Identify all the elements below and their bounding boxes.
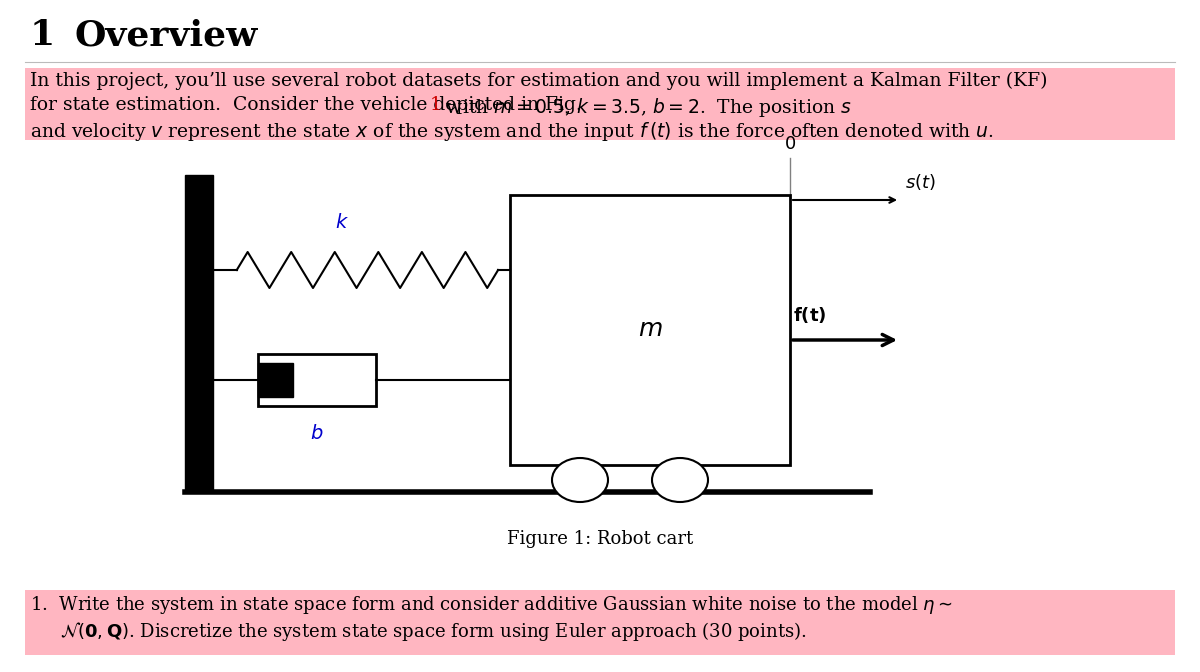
Bar [258,363,293,397]
Text: 1.  Write the system in state space form and consider additive Gaussian white no: 1. Write the system in state space form … [30,594,953,616]
Text: $m$: $m$ [637,319,662,341]
Bar [185,175,214,490]
Text: Figure 1: Robot cart: Figure 1: Robot cart [506,530,694,548]
Ellipse shape [652,458,708,502]
Text: In this project, you’ll use several robot datasets for estimation and you will i: In this project, you’ll use several robo… [30,72,1048,90]
Bar [25,68,1175,140]
Text: 1: 1 [430,96,442,114]
Text: 1: 1 [30,18,55,52]
Text: $b$: $b$ [311,424,324,443]
Text: and velocity $v$ represent the state $x$ of the system and the input $f\,(t)$ is: and velocity $v$ represent the state $x$… [30,120,994,143]
Bar [25,590,1175,655]
Text: $k$: $k$ [335,213,348,232]
Ellipse shape [552,458,608,502]
Bar [510,195,790,465]
Text: Overview: Overview [74,18,258,52]
Bar [258,354,377,406]
Text: with $m = 0.5$, $k = 3.5$, $b = 2$.  The position $s$: with $m = 0.5$, $k = 3.5$, $b = 2$. The … [440,96,852,119]
Text: $0$: $0$ [784,135,796,153]
Text: $\mathbf{f(t)}$: $\mathbf{f(t)}$ [793,305,827,325]
Text: for state estimation.  Consider the vehicle depicted in Fig.: for state estimation. Consider the vehic… [30,96,588,114]
Text: $\mathcal{N}(\mathbf{0}, \mathbf{Q})$. Discretize the system state space form us: $\mathcal{N}(\mathbf{0}, \mathbf{Q})$. D… [60,620,806,643]
Text: $s(t)$: $s(t)$ [905,172,936,192]
